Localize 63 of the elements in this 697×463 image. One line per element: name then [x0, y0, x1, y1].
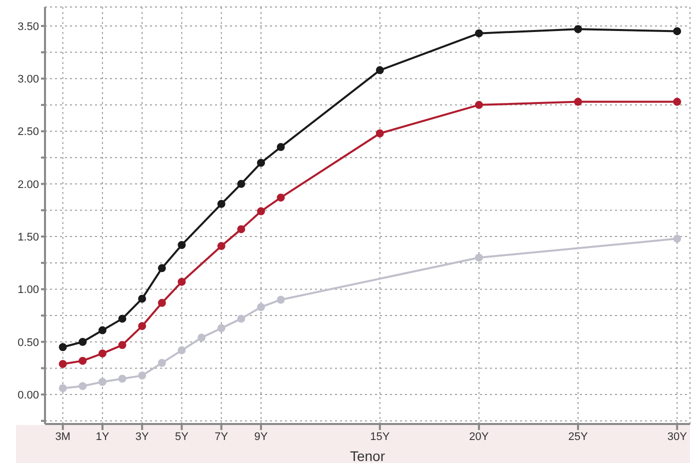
y-tick-label: 2.00	[18, 178, 39, 191]
point	[217, 200, 226, 208]
point	[256, 158, 265, 167]
point	[178, 346, 186, 354]
point	[574, 25, 582, 34]
x-tick-label: 20Y	[469, 430, 490, 443]
point	[237, 225, 246, 234]
x-tick-label: 30Y	[667, 430, 688, 443]
point	[98, 349, 106, 358]
point	[138, 322, 146, 330]
y-tick-label: 0.00	[18, 389, 39, 402]
point	[78, 338, 87, 346]
x-tick-label: 1Y	[96, 430, 110, 443]
y-tick-label: 3.00	[18, 74, 39, 86]
point	[237, 314, 246, 323]
point	[474, 29, 483, 38]
x-tick-label: 9Y	[254, 430, 268, 443]
y-tick-label: 1.00	[18, 284, 39, 296]
point	[376, 66, 384, 74]
point	[158, 298, 166, 307]
point	[118, 341, 126, 350]
point	[78, 356, 87, 365]
point	[276, 194, 285, 202]
point	[574, 98, 582, 106]
y-tick-label: 0.50	[18, 336, 39, 349]
x-tick-label: 5Y	[174, 430, 190, 443]
x-tick-label: 3Y	[135, 430, 150, 443]
y-tick-label: 3.50	[18, 20, 39, 33]
point	[98, 378, 106, 386]
point	[474, 100, 483, 109]
x-tick-label: 3M	[55, 430, 70, 443]
x-axis-title: Tenor	[350, 448, 386, 463]
point	[78, 382, 87, 390]
point	[217, 324, 226, 332]
point	[58, 343, 67, 352]
y-tick-label: 1.50	[18, 231, 39, 244]
point	[256, 303, 265, 312]
point	[673, 98, 682, 106]
point	[98, 326, 106, 334]
point	[198, 334, 206, 342]
point	[276, 143, 285, 152]
point	[256, 207, 265, 216]
y-tick-label: 2.50	[18, 126, 39, 138]
point	[138, 294, 146, 303]
point	[237, 180, 246, 188]
point	[178, 240, 186, 249]
point	[138, 372, 146, 380]
point	[217, 242, 226, 250]
point	[58, 360, 67, 368]
point	[158, 264, 166, 272]
point	[673, 234, 682, 243]
point	[158, 358, 166, 367]
point	[376, 129, 384, 138]
x-tick-label: 15Y	[370, 430, 390, 443]
point	[474, 254, 483, 262]
x-tick-label: 7Y	[214, 430, 229, 443]
point	[178, 278, 186, 286]
point	[118, 374, 126, 383]
point	[118, 314, 126, 323]
point	[58, 384, 67, 392]
point	[276, 296, 285, 304]
point	[673, 27, 682, 36]
x-tick-label: 25Y	[568, 430, 588, 443]
